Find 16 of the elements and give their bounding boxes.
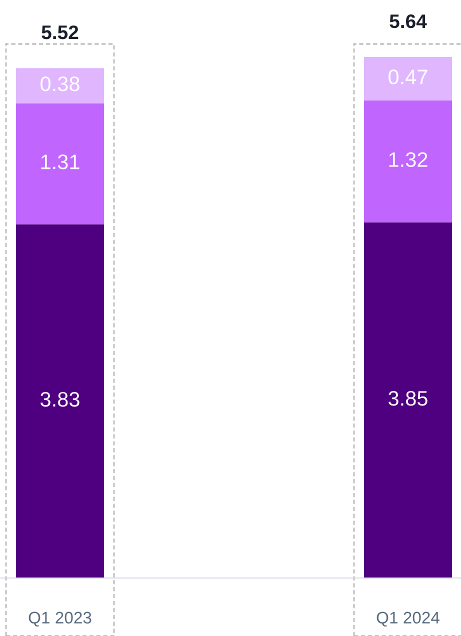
data-label: 0.47 [388,70,428,84]
bar [16,224,104,578]
total-label: 5.64 [390,14,427,28]
data-label: 3.85 [388,391,428,406]
bar [16,103,104,224]
bar [364,57,452,100]
total-label: 5.52 [42,25,78,40]
bar [364,222,452,578]
bar [16,68,104,104]
x-tick-label: Q1 2023 [28,612,92,627]
bar [364,100,452,222]
data-label: 3.83 [40,392,80,407]
data-label: 1.32 [389,152,428,167]
data-label: 1.31 [41,154,80,170]
data-label: 0.38 [40,76,80,92]
x-tick-label: Q1 2024 [376,612,440,627]
